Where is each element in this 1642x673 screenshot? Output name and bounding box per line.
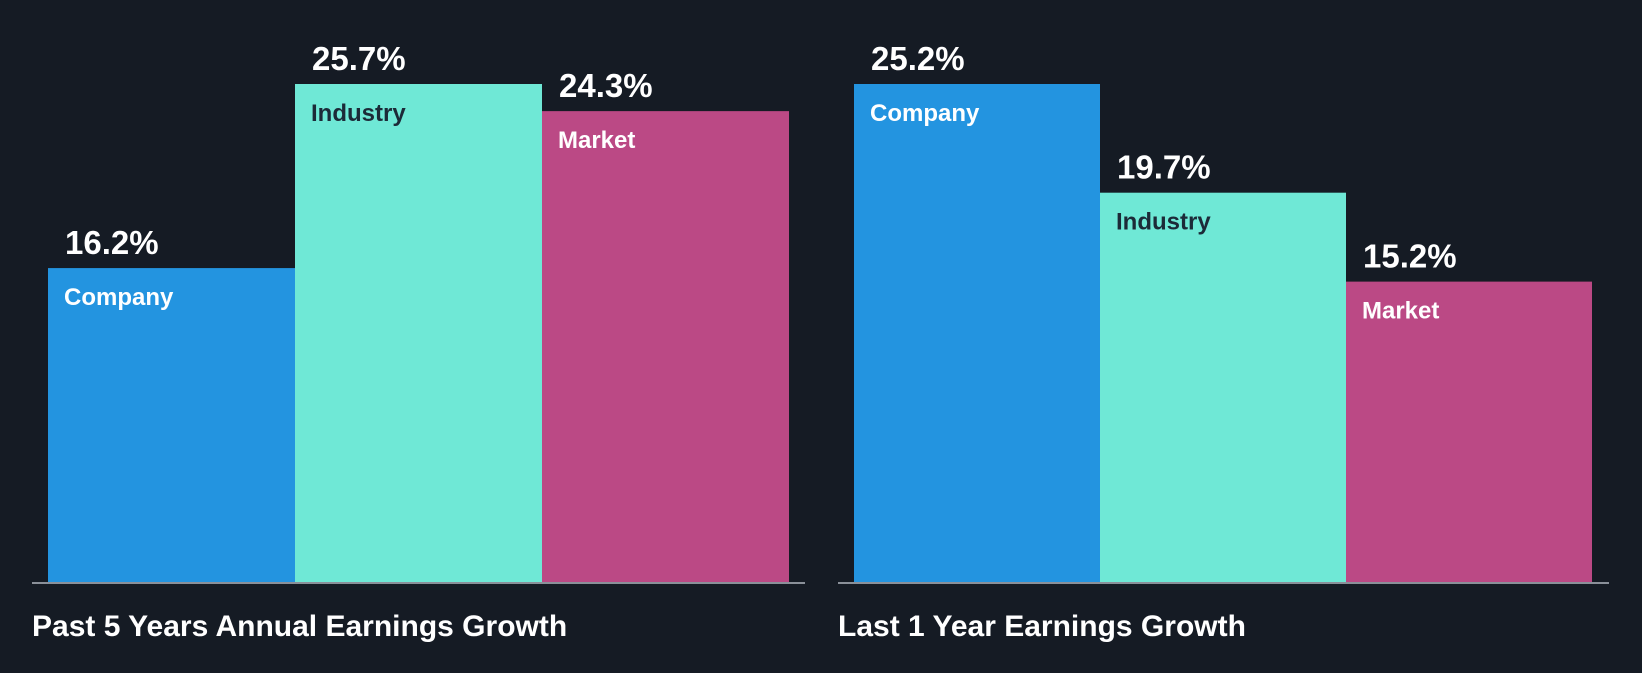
value-label-company: 25.2% <box>871 40 965 77</box>
panel-1: 16.2% Company 25.7% Industry 24.3% Market Past… <box>32 40 805 643</box>
chart-title: Last 1 Year Earnings Growth <box>838 610 1246 643</box>
bar-market <box>542 111 789 582</box>
panel-2: 25.2% Company 19.7% Industry 15.2% Market Last… <box>838 40 1609 643</box>
category-label-market: Market <box>558 127 635 154</box>
bar-industry <box>1100 192 1346 582</box>
category-label-company: Company <box>870 100 980 127</box>
category-label-company: Company <box>64 284 174 311</box>
value-label-market: 24.3% <box>559 67 653 104</box>
value-label-industry: 19.7% <box>1117 149 1211 186</box>
value-label-industry: 25.7% <box>312 40 406 77</box>
bar-company <box>854 84 1100 582</box>
value-label-market: 15.2% <box>1363 238 1457 275</box>
chart-title: Past 5 Years Annual Earnings Growth <box>32 610 567 643</box>
bar-company <box>48 268 295 582</box>
value-label-company: 16.2% <box>65 224 159 261</box>
category-label-market: Market <box>1362 298 1439 325</box>
bar-industry <box>295 84 542 582</box>
bar-market <box>1346 281 1592 582</box>
category-label-industry: Industry <box>311 100 406 127</box>
category-label-industry: Industry <box>1116 209 1211 236</box>
